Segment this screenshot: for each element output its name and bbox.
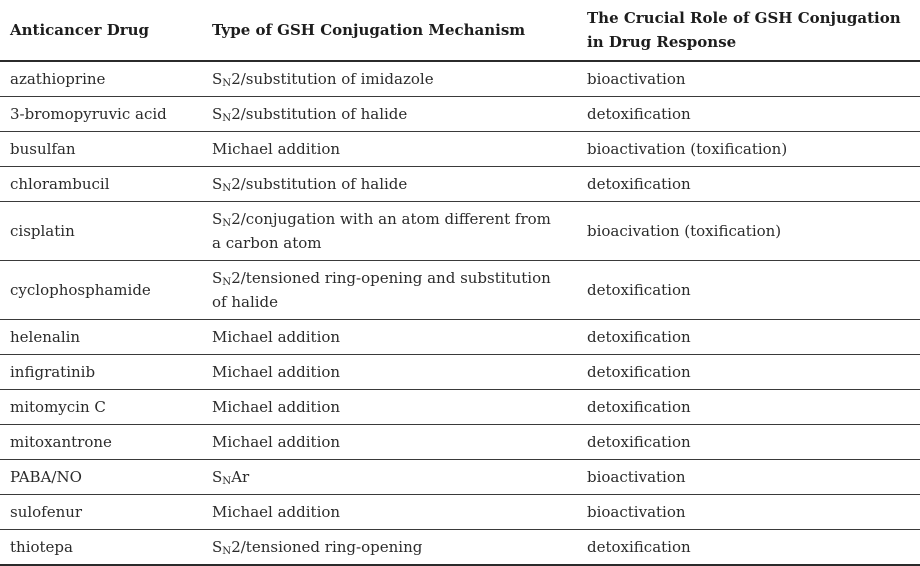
mechanism-cell: Michael addition	[212, 354, 587, 390]
column-header-role: The Crucial Role of GSH Conjugation in D…	[587, 0, 920, 62]
mechanism-text: Michael addition	[212, 398, 341, 416]
role-cell: bioactivation	[587, 494, 920, 530]
role-cell: bioactivation (toxification)	[587, 131, 920, 167]
mechanism-subscript: N	[222, 182, 232, 194]
mechanism-text: Michael addition	[212, 140, 341, 158]
table-row: chlorambucil SN2/substitution of halide …	[0, 166, 920, 202]
table-row: mitomycin C Michael addition detoxificat…	[0, 389, 920, 425]
column-header-drug: Anticancer Drug	[0, 0, 212, 62]
mechanism-subscript: N	[222, 545, 232, 557]
role-cell: detoxification	[587, 529, 920, 566]
mechanism-subscript: N	[222, 276, 232, 288]
mechanism-text: S	[212, 210, 223, 228]
role-cell: detoxification	[587, 424, 920, 460]
mechanism-cell: SN2/substitution of halide	[212, 166, 587, 202]
mechanism-cell: Michael addition	[212, 131, 587, 167]
role-cell: bioacivation (toxification)	[587, 201, 920, 261]
drug-cell: PABA/NO	[0, 459, 212, 495]
mechanism-text: 2/substitution of imidazole	[231, 70, 434, 88]
role-cell: detoxification	[587, 260, 920, 320]
mechanism-cell: Michael addition	[212, 389, 587, 425]
drug-cell: mitomycin C	[0, 389, 212, 425]
drug-cell: azathioprine	[0, 61, 212, 97]
mechanism-text: Ar	[231, 468, 250, 486]
role-cell: detoxification	[587, 319, 920, 355]
mechanism-text: S	[212, 70, 223, 88]
drug-cell: sulofenur	[0, 494, 212, 530]
table-row: azathioprine SN2/substitution of imidazo…	[0, 61, 920, 97]
mechanism-text: S	[212, 538, 223, 556]
mechanism-cell: Michael addition	[212, 319, 587, 355]
column-header-mechanism: Type of GSH Conjugation Mechanism	[212, 0, 587, 62]
mechanism-text: Michael addition	[212, 363, 341, 381]
mechanism-subscript: N	[222, 112, 232, 124]
header-row: Anticancer Drug Type of GSH Conjugation …	[0, 0, 920, 62]
mechanism-subscript: N	[222, 475, 232, 487]
table-row: cyclophosphamide SN2/tensioned ring-open…	[0, 260, 920, 320]
table-row: busulfan Michael addition bioactivation …	[0, 131, 920, 167]
mechanism-text: 2/conjugation with an atom different fro…	[212, 210, 551, 252]
mechanism-subscript: N	[222, 77, 232, 89]
drug-cell: helenalin	[0, 319, 212, 355]
mechanism-text: 2/substitution of halide	[231, 175, 408, 193]
mechanism-text: Michael addition	[212, 433, 341, 451]
drug-cell: cyclophosphamide	[0, 260, 212, 320]
mechanism-cell: SN2/tensioned ring-opening	[212, 529, 587, 566]
role-cell: detoxification	[587, 389, 920, 425]
drug-cell: mitoxantrone	[0, 424, 212, 460]
mechanism-cell: Michael addition	[212, 494, 587, 530]
drug-cell: chlorambucil	[0, 166, 212, 202]
drug-cell: infigratinib	[0, 354, 212, 390]
role-cell: detoxification	[587, 354, 920, 390]
drug-cell: busulfan	[0, 131, 212, 167]
table-row: PABA/NO SNAr bioactivation	[0, 459, 920, 495]
table-row: infigratinib Michael addition detoxifica…	[0, 354, 920, 390]
role-cell: bioactivation	[587, 459, 920, 495]
mechanism-text: 2/substitution of halide	[231, 105, 408, 123]
mechanism-cell: SN2/substitution of halide	[212, 96, 587, 132]
table-row: mitoxantrone Michael addition detoxifica…	[0, 424, 920, 460]
mechanism-text: Michael addition	[212, 328, 341, 346]
mechanism-text: Michael addition	[212, 503, 341, 521]
role-cell: bioactivation	[587, 61, 920, 97]
mechanism-cell: Michael addition	[212, 424, 587, 460]
mechanism-text: S	[212, 175, 223, 193]
mechanism-cell: SN2/tensioned ring-opening and substitut…	[212, 260, 587, 320]
table-row: helenalin Michael addition detoxificatio…	[0, 319, 920, 355]
table-row: cisplatin SN2/conjugation with an atom d…	[0, 201, 920, 261]
table-row: thiotepa SN2/tensioned ring-opening deto…	[0, 529, 920, 566]
mechanism-text: S	[212, 105, 223, 123]
drug-cell: 3-bromopyruvic acid	[0, 96, 212, 132]
mechanism-text: 2/tensioned ring-opening	[231, 538, 423, 556]
mechanism-subscript: N	[222, 217, 232, 229]
role-cell: detoxification	[587, 166, 920, 202]
table-row: sulofenur Michael addition bioactivation	[0, 494, 920, 530]
table-row: 3-bromopyruvic acid SN2/substitution of …	[0, 96, 920, 132]
mechanism-text: 2/tensioned ring-opening and substitutio…	[212, 269, 551, 311]
drug-cell: cisplatin	[0, 201, 212, 261]
mechanism-cell: SN2/substitution of imidazole	[212, 61, 587, 97]
mechanism-text: S	[212, 468, 223, 486]
mechanism-cell: SN2/conjugation with an atom different f…	[212, 201, 587, 261]
drug-cell: thiotepa	[0, 529, 212, 566]
role-cell: detoxification	[587, 96, 920, 132]
mechanism-text: S	[212, 269, 223, 287]
mechanism-cell: SNAr	[212, 459, 587, 495]
